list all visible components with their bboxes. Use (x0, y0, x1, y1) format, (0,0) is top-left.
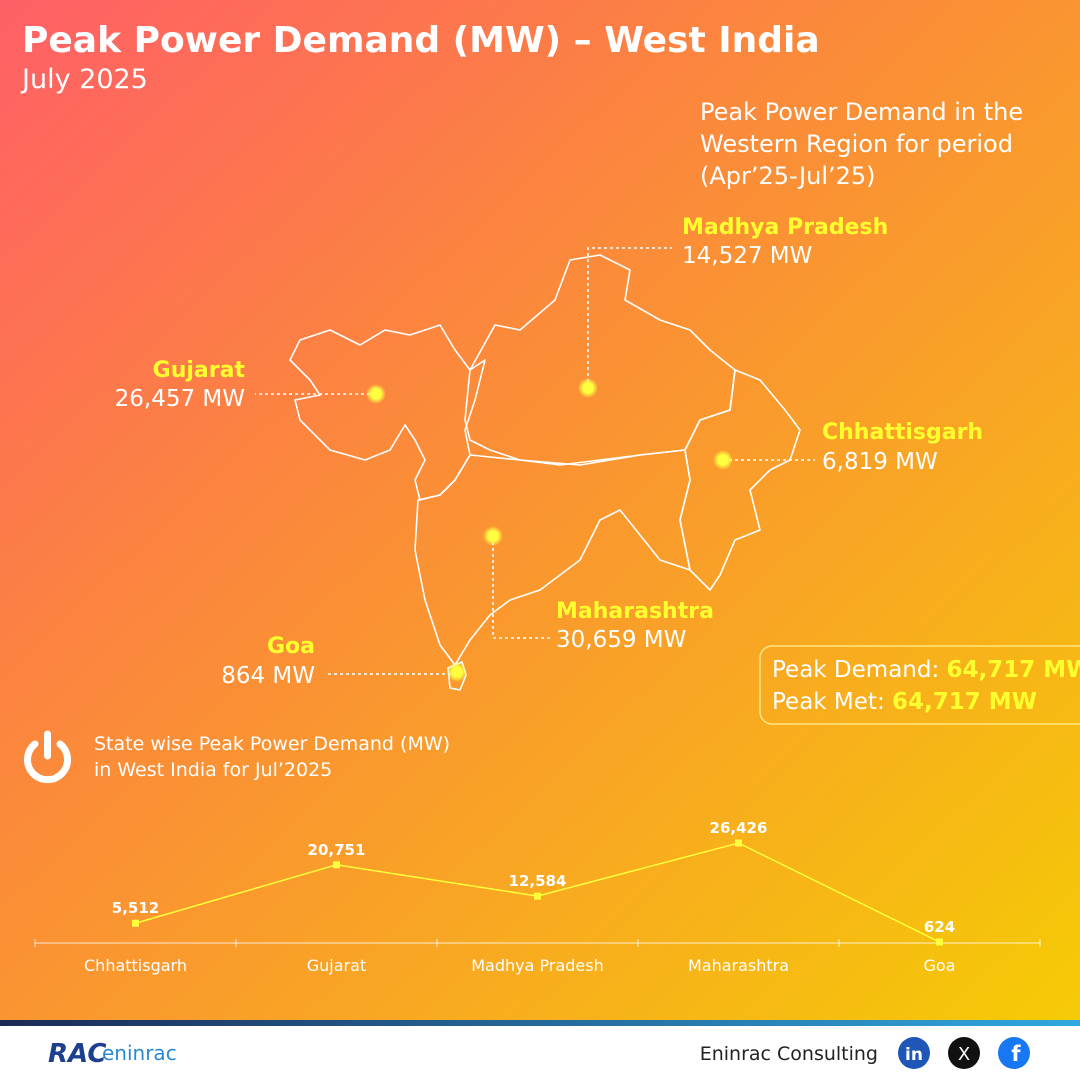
linkedin-icon[interactable] (898, 1037, 930, 1069)
map-dots (366, 378, 733, 682)
state-name: Chhattisgarh (822, 420, 983, 445)
x-tick-label: Goa (924, 956, 956, 975)
data-point (936, 938, 943, 946)
facebook-label[interactable]: f (1011, 1042, 1021, 1066)
state-name: Maharashtra (556, 599, 714, 624)
subtitle: July 2025 (20, 64, 148, 95)
map (289, 254, 801, 691)
state-value: 6,819 MW (822, 449, 938, 475)
state-value: 30,659 MW (556, 627, 686, 653)
x-tick-label: Gujarat (307, 956, 366, 975)
company-name: Eninrac Consulting (700, 1043, 878, 1065)
value-label: 26,426 (710, 819, 768, 837)
line-chart: Chhattisgarh Gujarat Madhya Pradesh Maharas… (84, 819, 955, 975)
logo-word: eninrac (102, 1041, 177, 1065)
connectors (255, 247, 815, 675)
x-label[interactable]: X (958, 1044, 970, 1065)
chhattisgarh-outline (679, 369, 801, 591)
state-value: 864 MW (221, 663, 315, 689)
state-name: Goa (267, 634, 315, 659)
background (0, 0, 1080, 1025)
value-label: 20,751 (308, 841, 366, 859)
summary-box (759, 645, 1080, 725)
chart-heading: in West India for Jul’2025 (94, 759, 332, 781)
facebook-icon[interactable] (998, 1037, 1030, 1069)
data-point (534, 892, 541, 900)
x-icon[interactable] (948, 1037, 980, 1069)
state-name: Madhya Pradesh (682, 215, 888, 240)
x-tick-label: Maharashtra (688, 956, 789, 975)
data-point (735, 839, 742, 847)
state-value: 14,527 MW (682, 243, 812, 269)
summary-line: Peak Met: 64,717 MW (772, 689, 1037, 715)
linkedin-label[interactable]: in (905, 1045, 923, 1065)
value-label: 624 (924, 918, 955, 936)
value-label: 12,584 (509, 872, 567, 890)
footer-bar (0, 1020, 1080, 1026)
region-note: Western Region for period (700, 130, 1013, 158)
power-icon (24, 730, 71, 784)
value-label: 5,512 (112, 899, 159, 917)
maharashtra-outline (414, 449, 691, 666)
state-name: Gujarat (153, 358, 246, 383)
x-tick-label: Madhya Pradesh (471, 956, 604, 975)
state-value: 26,457 MW (115, 386, 245, 412)
x-tick-label: Chhattisgarh (84, 956, 187, 975)
x-axis (34, 939, 1041, 947)
region-note: Peak Power Demand in the (700, 98, 1023, 126)
data-point (333, 861, 340, 869)
summary-line: Peak Demand: 64,717 MW (772, 657, 1080, 683)
region-note: (Apr’25-Jul’25) (700, 162, 876, 190)
data-point (132, 919, 139, 927)
title: Peak Power Demand (MW) – West India (22, 20, 820, 61)
logo: RAC (48, 1039, 106, 1069)
chart-heading: State wise Peak Power Demand (MW) (94, 733, 450, 755)
